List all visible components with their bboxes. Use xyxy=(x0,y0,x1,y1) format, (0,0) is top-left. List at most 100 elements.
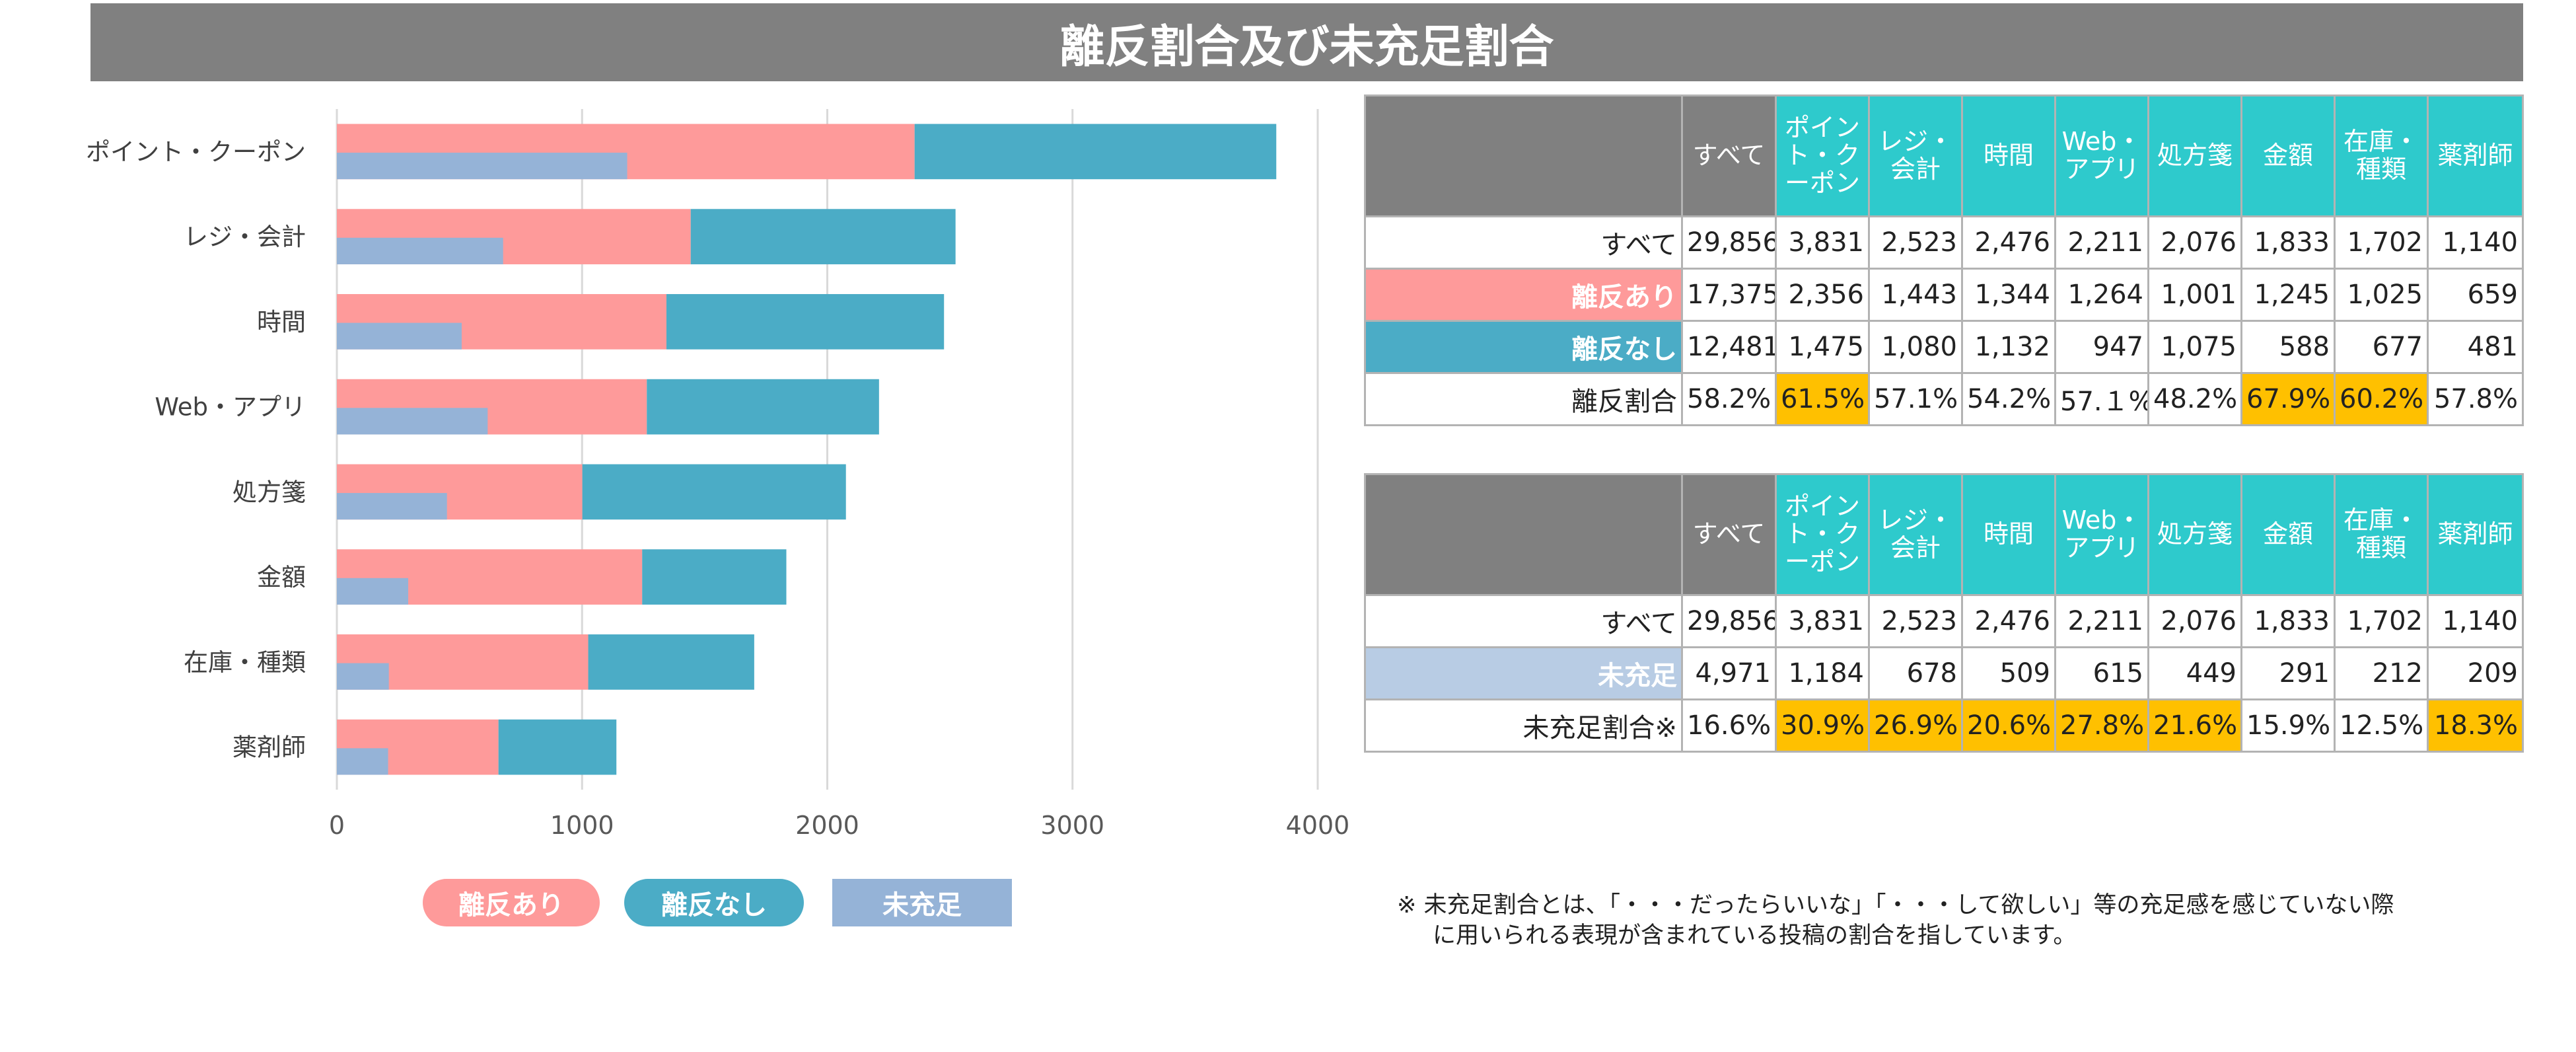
category-label: Web・アプリ xyxy=(155,393,306,422)
bar-mijuusoku xyxy=(337,663,389,690)
table-cell: 1,184 xyxy=(1775,646,1870,700)
footnote: ※ 未充足割合とは、「・・・だったらいいな」「・・・して欲しい」等の充足感を感じ… xyxy=(1397,891,2533,951)
table-cell: 12.5% xyxy=(2334,698,2429,753)
table-cell: 2,476 xyxy=(1961,215,2056,270)
table-cell: 1,702 xyxy=(2334,594,2429,648)
table-cell: 21.6% xyxy=(2147,698,2242,753)
legend-item-rihan-ari: 離反あり xyxy=(423,879,600,926)
table-cell: 3,831 xyxy=(1775,594,1870,648)
legend-item-mijuusoku: 未充足 xyxy=(832,879,1012,926)
table-cell: 12,481 xyxy=(1681,320,1777,374)
table-cell: 1,702 xyxy=(2334,215,2429,270)
table-cell: 26.9% xyxy=(1868,698,1963,753)
table-cell: 48.2% xyxy=(2147,372,2242,426)
bar-mijuusoku xyxy=(337,237,503,264)
table-cell: 17,375 xyxy=(1681,268,1777,322)
table-cell: 3,831 xyxy=(1775,215,1870,270)
table-row: 離反なし 12,481 1,475 1,080 1,132 947 1,075 588 677 4… xyxy=(1364,320,2524,374)
table-cell: 67.9% xyxy=(2240,372,2336,426)
table-cell: 1,833 xyxy=(2240,594,2336,648)
table-row: 未充足割合※ 16.6% 30.9% 26.9% 20.6% 27.8% 21.6% 15.9… xyxy=(1364,698,2524,753)
table1-header: レジ・会計 xyxy=(1868,94,1963,217)
table-row: 離反あり 17,375 2,356 1,443 1,344 1,264 1,001 1,245… xyxy=(1364,268,2524,322)
page-title: 離反割合及び未充足割合 xyxy=(90,3,2523,81)
bar-rihan-nashi xyxy=(914,124,1277,180)
table-cell: 2,356 xyxy=(1775,268,1870,322)
table-cell: 2,211 xyxy=(2054,594,2149,648)
table1-header: すべて xyxy=(1681,94,1777,217)
table1-header: 薬剤師 xyxy=(2427,94,2524,217)
table2-corner xyxy=(1364,473,1683,596)
category-label: 時間 xyxy=(257,308,306,336)
table-cell: 2,523 xyxy=(1868,594,1963,648)
table1-corner xyxy=(1364,94,1683,217)
bar-rihan-nashi xyxy=(647,379,879,435)
table-cell: 1,075 xyxy=(2147,320,2242,374)
table1-header: 金額 xyxy=(2240,94,2336,217)
category-label: レジ・会計 xyxy=(184,223,306,251)
bar-mijuusoku xyxy=(337,578,409,605)
legend-item-rihan-nashi: 離反なし xyxy=(624,879,804,926)
row-label: 離反あり xyxy=(1364,268,1683,322)
x-tick-label: 1000 xyxy=(550,811,614,840)
category-label: 薬剤師 xyxy=(233,733,306,762)
x-tick-label: 2000 xyxy=(795,811,859,840)
category-label: ポイント・クーポン xyxy=(86,137,306,166)
table-cell: 1,080 xyxy=(1868,320,1963,374)
table2-header: すべて xyxy=(1681,473,1777,596)
table2-header: 処方箋 xyxy=(2147,473,2242,596)
table-cell: 2,076 xyxy=(2147,215,2242,270)
table-cell: 1,443 xyxy=(1868,268,1963,322)
table2-header: 時間 xyxy=(1961,473,2056,596)
table-row: すべて 29,856 3,831 2,523 2,476 2,211 2,076 1,833 1… xyxy=(1364,594,2524,648)
table1-header: 在庫・種類 xyxy=(2334,94,2429,217)
category-label: 在庫・種類 xyxy=(184,648,306,677)
table-cell: 57.1% xyxy=(1868,372,1963,426)
table-cell: 60.2% xyxy=(2334,372,2429,426)
bar-rihan-nashi xyxy=(642,549,787,605)
table-cell: 291 xyxy=(2240,646,2336,700)
row-label: 未充足 xyxy=(1364,646,1683,700)
category-label: 金額 xyxy=(257,563,306,591)
table-cell: 1,001 xyxy=(2147,268,2242,322)
table1-header: 処方箋 xyxy=(2147,94,2242,217)
table-cell: 2,076 xyxy=(2147,594,2242,648)
table1-header: Web・アプリ xyxy=(2054,94,2149,217)
table-cell: 1,344 xyxy=(1961,268,2056,322)
legend-label-mijuusoku: 未充足 xyxy=(882,890,962,920)
table1-header: ポイント・クーポン xyxy=(1775,94,1870,217)
table-cell: 57.１% xyxy=(2054,372,2149,426)
table-cell: 57.8% xyxy=(2427,372,2524,426)
table-cell: 1,833 xyxy=(2240,215,2336,270)
table-cell: 2,211 xyxy=(2054,215,2149,270)
table2-header: 金額 xyxy=(2240,473,2336,596)
table-cell: 677 xyxy=(2334,320,2429,374)
table-cell: 29,856 xyxy=(1681,215,1777,270)
row-label: すべて xyxy=(1364,594,1683,648)
table-cell: 1,025 xyxy=(2334,268,2429,322)
table-cell: 27.8% xyxy=(2054,698,2149,753)
table-cell: 15.9% xyxy=(2240,698,2336,753)
bar-rihan-nashi xyxy=(666,294,945,350)
table-cell: 481 xyxy=(2427,320,2524,374)
table-cell: 54.2% xyxy=(1961,372,2056,426)
row-label: すべて xyxy=(1364,215,1683,270)
x-tick-label: 3000 xyxy=(1040,811,1104,840)
table-cell: 20.6% xyxy=(1961,698,2056,753)
legend-label-rihan-nashi: 離反なし xyxy=(661,890,767,920)
table-cell: 1,475 xyxy=(1775,320,1870,374)
x-tick-label: 0 xyxy=(329,811,345,840)
table2-header: レジ・会計 xyxy=(1868,473,1963,596)
table-cell: 18.3% xyxy=(2427,698,2524,753)
table-cell: 1,140 xyxy=(2427,215,2524,270)
table-cell: 509 xyxy=(1961,646,2056,700)
table-cell: 29,856 xyxy=(1681,594,1777,648)
table-cell: 16.6% xyxy=(1681,698,1777,753)
table2-header: Web・アプリ xyxy=(2054,473,2149,596)
rihan-table: すべて ポイント・クーポン レジ・会計 時間 Web・アプリ 処方箋 金額 在庫… xyxy=(1364,94,2524,426)
row-label: 未充足割合※ xyxy=(1364,698,1683,753)
legend-label-rihan-ari: 離反あり xyxy=(458,890,564,920)
bar-mijuusoku xyxy=(337,322,462,350)
table2-header: 薬剤師 xyxy=(2427,473,2524,596)
table-cell: 30.9% xyxy=(1775,698,1870,753)
